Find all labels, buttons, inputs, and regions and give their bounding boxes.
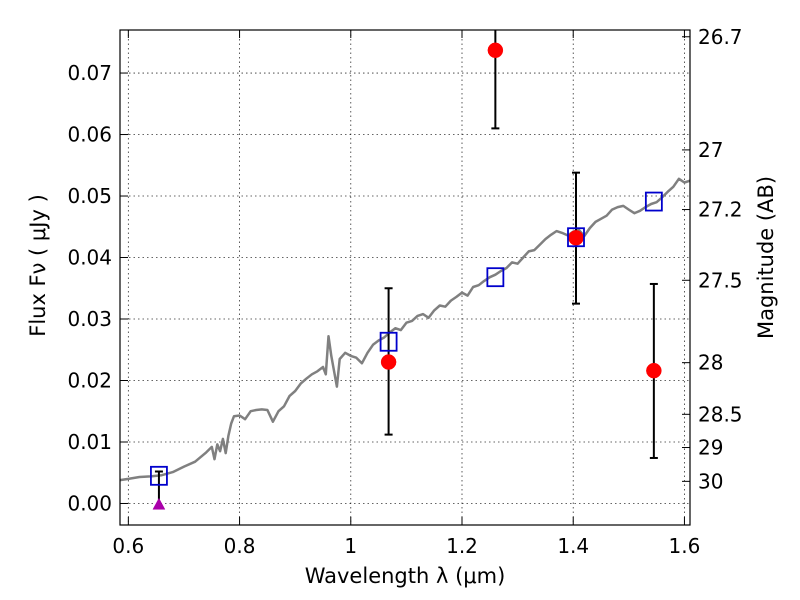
y-tick-label: 0.01 [67,430,112,454]
tick-layer: 0.6 0.8 1 1.2 1.4 1.6 0.00 0.01 0.02 0.03 0.04 0.05… [67,25,742,558]
x-tick-label: 1 [344,534,357,558]
model-spectrum-layer [119,177,691,482]
y-axis-title: Flux Fν ( μJy ) [26,194,50,337]
model-photometry-square [486,267,505,288]
x-axis-title: Wavelength λ (μm) [305,564,506,588]
right-tick-label: 30 [698,469,723,493]
error-bar-layer [154,30,658,506]
model-photometry-square [567,227,585,248]
x-tick-label: 0.6 [112,534,144,558]
right-tick-label: 26.7 [698,25,743,49]
model-spectrum-line [119,177,691,482]
right-tick-label: 27.5 [698,268,743,292]
right-tick-label: 29 [698,436,723,460]
plot-frame [119,29,691,526]
y-tick-label: 0.00 [67,491,112,515]
right-tick-label: 27.2 [698,198,743,222]
model-photometry-square [379,331,398,352]
x-tick-label: 1.4 [557,534,589,558]
y-tick-label: 0.06 [67,123,112,147]
y-tick-label: 0.02 [67,368,112,392]
y-tick-label: 0.05 [67,184,112,208]
upper-limit-triangle [152,497,166,510]
observed-photometry-point [380,354,397,370]
observed-photometry-point [646,362,662,379]
observed-photometry-point [568,230,584,246]
x-tick-label: 1.6 [669,534,701,558]
x-tick-label: 0.8 [224,534,256,558]
y-tick-label: 0.07 [67,61,112,85]
right-axis-title: Magnitude (AB) [754,176,778,339]
marker-layer [150,42,663,510]
right-tick-label: 27 [698,138,723,162]
right-tick-label: 28 [698,351,723,375]
model-photometry-square [644,191,663,212]
grid-lines [120,30,690,525]
model-photometry-square [150,465,168,486]
right-tick-label: 28.5 [698,402,743,426]
observed-photometry-point [487,42,504,59]
x-tick-label: 1.2 [446,534,478,558]
y-tick-label: 0.03 [67,307,112,331]
y-tick-label: 0.04 [67,246,112,270]
